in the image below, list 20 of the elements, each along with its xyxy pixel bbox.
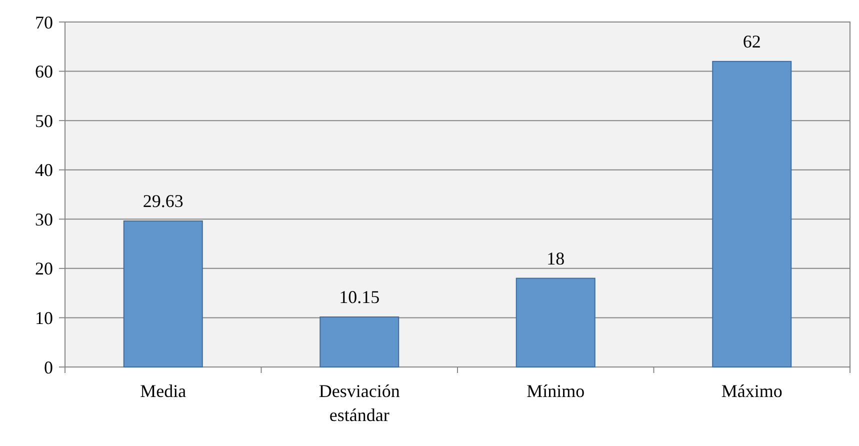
y-tick-label: 30 (35, 209, 53, 230)
x-tick-label: Mínimo (526, 381, 585, 401)
bar (320, 316, 400, 368)
y-tick-label: 10 (35, 308, 53, 328)
y-tick-label: 50 (35, 110, 53, 131)
bar (123, 220, 203, 368)
data-label: 62 (742, 31, 761, 52)
data-label: 10.15 (339, 286, 380, 307)
y-tick-label: 70 (35, 12, 53, 32)
x-tick-label: Desviación estándar (318, 381, 400, 425)
bar (712, 60, 792, 368)
y-tick-label: 60 (35, 62, 53, 82)
x-tick-label: Máximo (721, 381, 782, 401)
y-tick-label: 0 (44, 357, 53, 378)
data-label: 18 (546, 248, 565, 268)
x-tick-label: Media (140, 381, 186, 401)
y-tick-label: 20 (35, 258, 53, 279)
y-tick-label: 40 (35, 160, 53, 180)
data-label: 29.63 (142, 190, 184, 211)
bar (516, 278, 596, 368)
